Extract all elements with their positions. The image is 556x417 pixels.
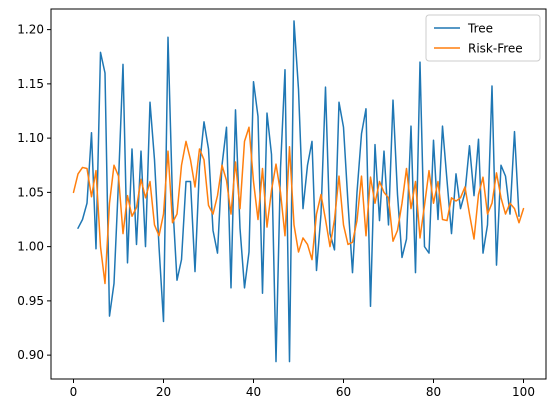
y-tick-label: 1.15 — [17, 77, 44, 91]
legend: Tree Risk-Free — [426, 15, 540, 61]
x-tick-label: 0 — [70, 385, 78, 399]
legend-label: Tree — [467, 22, 493, 36]
y-tick-label: 0.90 — [17, 348, 44, 362]
y-tick-label: 0.95 — [17, 294, 44, 308]
y-tick-label: 1.20 — [17, 23, 44, 37]
y-tick-label: 1.05 — [17, 185, 44, 199]
x-tick-label: 100 — [512, 385, 535, 399]
x-tick-label: 40 — [246, 385, 261, 399]
x-tick-label: 80 — [426, 385, 441, 399]
x-tick-label: 20 — [156, 385, 171, 399]
legend-label: Risk-Free — [468, 42, 523, 56]
y-tick-label: 1.00 — [17, 240, 44, 254]
x-tick-label: 60 — [336, 385, 351, 399]
y-tick-label: 1.10 — [17, 131, 44, 145]
